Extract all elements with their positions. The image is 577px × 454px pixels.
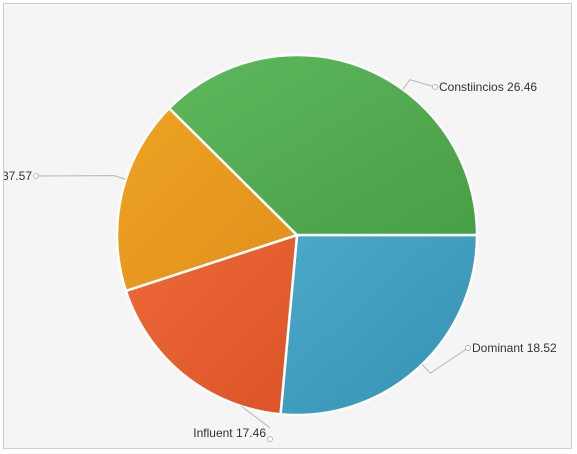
pie-slice-influent[interactable] — [115, 107, 299, 293]
leader-line-stabil — [35, 175, 126, 180]
chart-frame: Constiincios 26.46 Dominant 18.52 Influent… — [3, 3, 572, 449]
leader-dot-stabil — [33, 173, 39, 179]
leader-dot-dominant — [465, 345, 471, 351]
slice-label-stabil: Stabil 37.57 — [4, 169, 32, 183]
pie-chart: Constiincios 26.46 Dominant 18.52 Influent… — [4, 53, 557, 442]
leader-line-dominant — [421, 347, 469, 374]
slice-label-influent: Influent 17.46 — [193, 426, 266, 440]
leader-dot-constiincios — [432, 84, 438, 90]
leader-dot-influent — [267, 436, 273, 442]
pie-slice-stabil[interactable] — [167, 53, 479, 237]
pie-slice-constiincios[interactable] — [279, 233, 479, 417]
leader-line-constiincios — [402, 79, 436, 90]
leader-line-influent — [241, 405, 271, 429]
pie-slice-dominant[interactable] — [124, 233, 299, 416]
slice-label-constiincios: Constiincios 26.46 — [439, 80, 537, 94]
slice-label-dominant: Dominant 18.52 — [472, 341, 557, 355]
